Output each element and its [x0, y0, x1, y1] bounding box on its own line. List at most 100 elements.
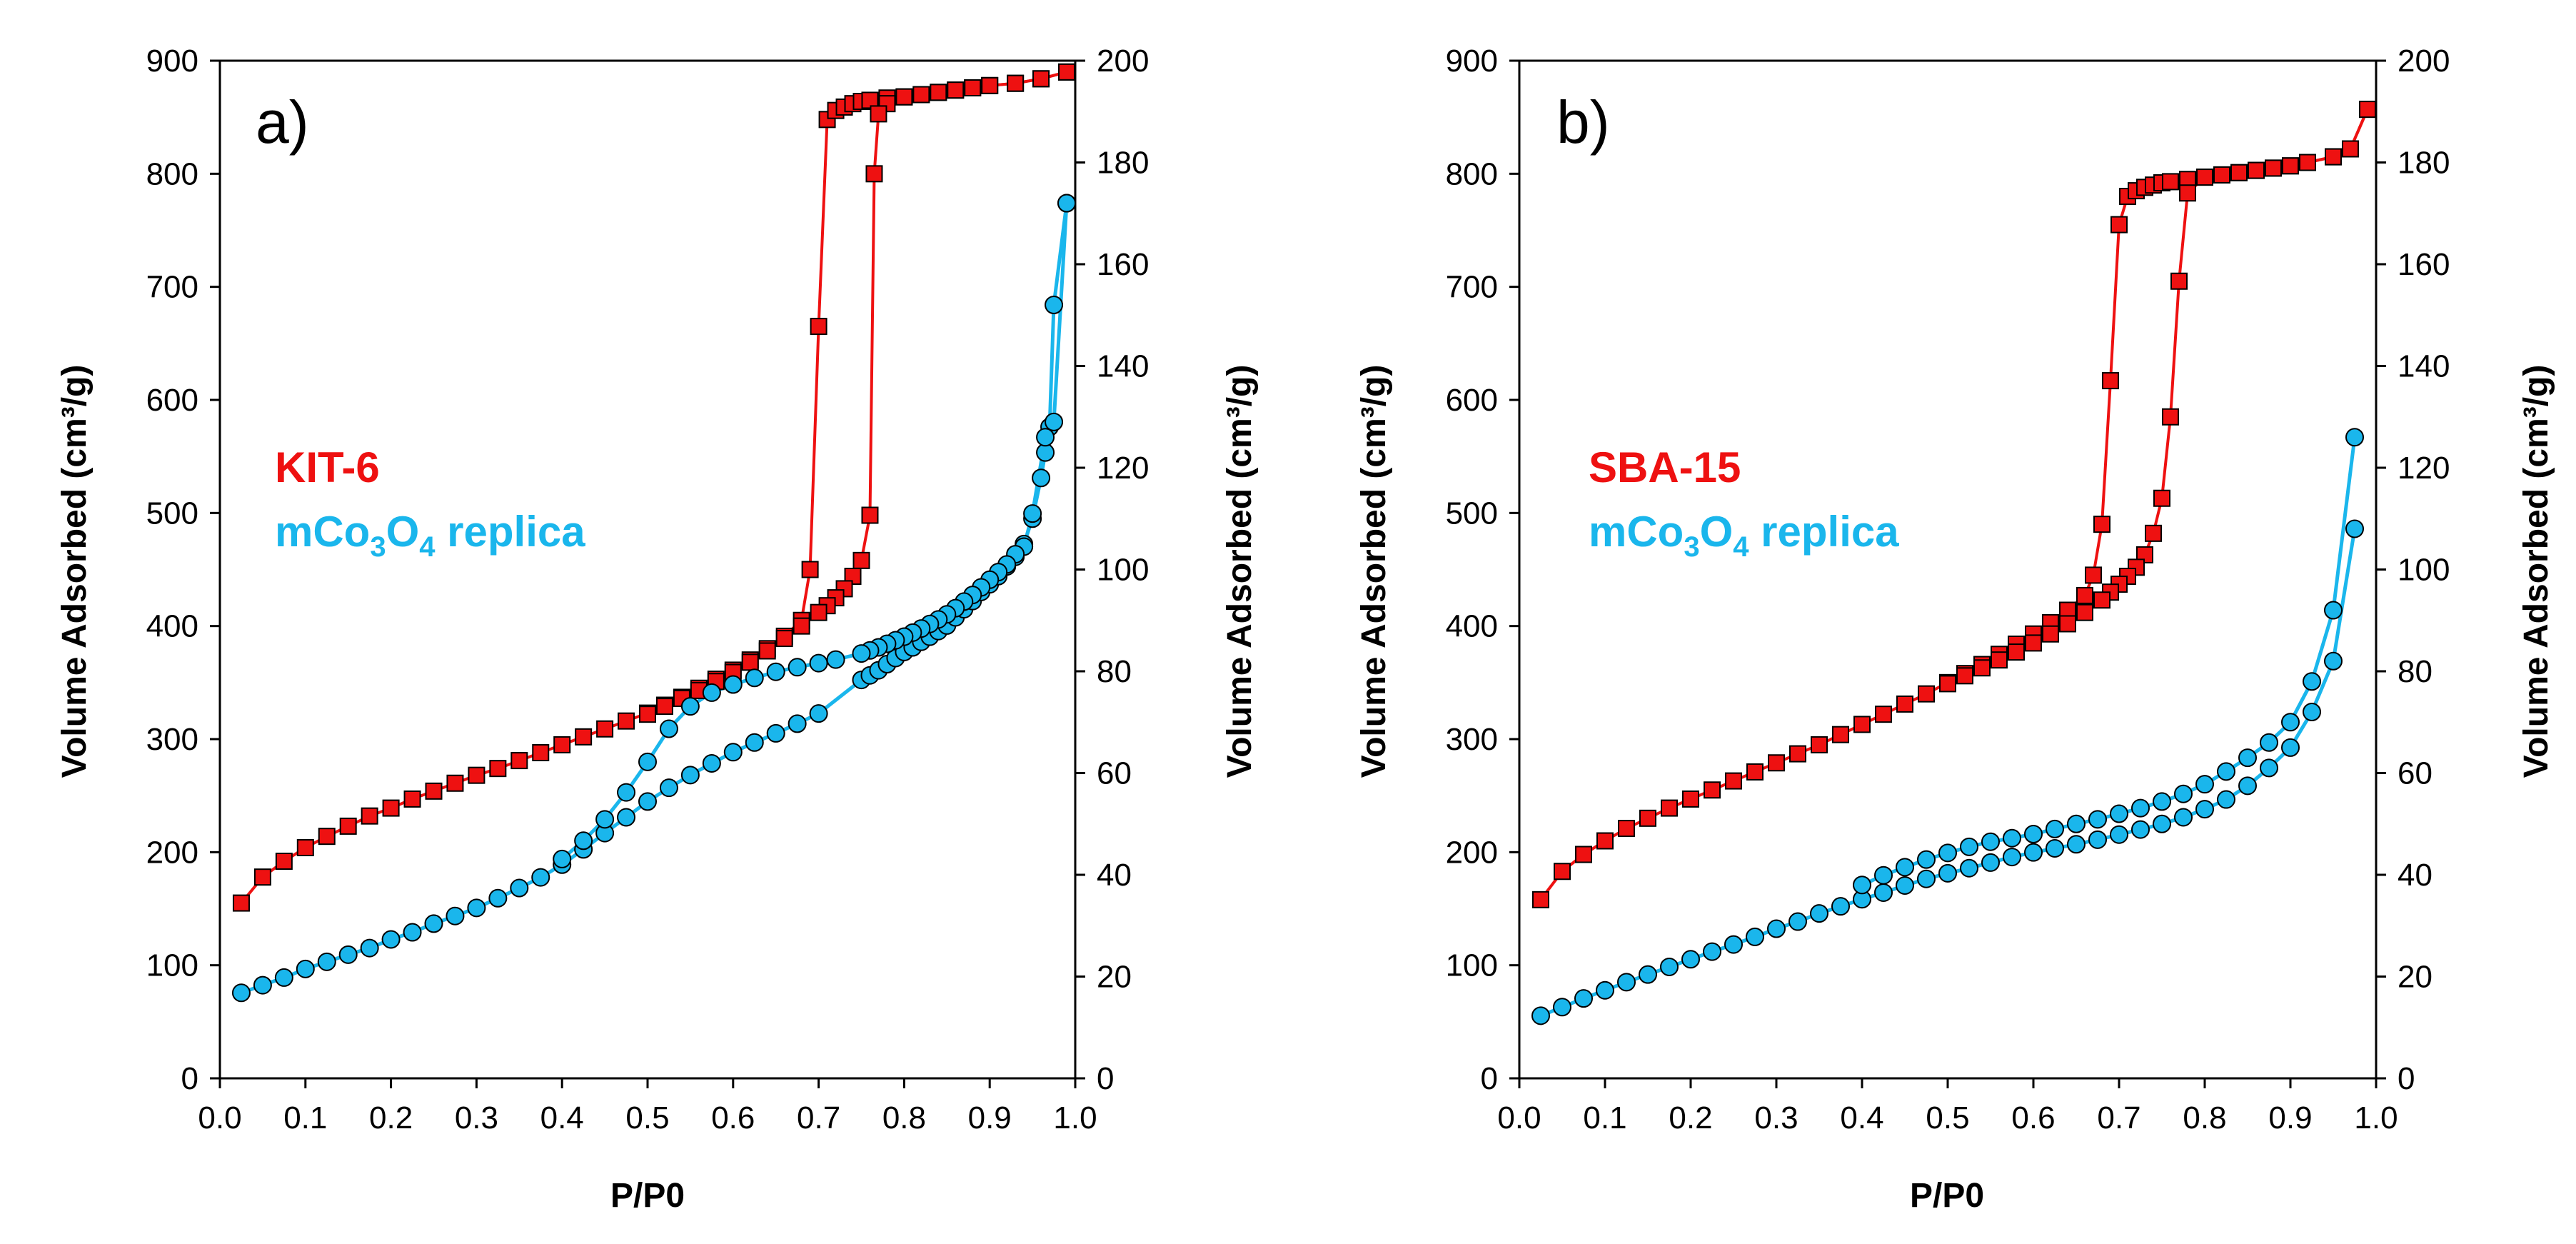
- data-point-circle: [2260, 733, 2278, 752]
- y-right-tick-label: 180: [2398, 146, 2450, 181]
- y-right-tick-label: 60: [2398, 756, 2432, 791]
- data-point-square: [2342, 140, 2359, 158]
- data-point-circle: [2324, 601, 2343, 620]
- x-tick-label: 0.6: [2011, 1100, 2055, 1135]
- data-point-square: [930, 84, 947, 101]
- y-right-tick-label: 80: [1097, 654, 1132, 689]
- y-right-tick-label: 60: [1097, 756, 1132, 791]
- data-point-square: [981, 76, 999, 94]
- data-point-square: [2359, 101, 2376, 119]
- x-tick-label: 1.0: [1053, 1100, 1097, 1135]
- data-point-circle: [659, 778, 678, 798]
- data-point-square: [895, 88, 913, 106]
- data-point-square: [1639, 809, 1656, 827]
- y-right-tick-label: 20: [2398, 960, 2432, 995]
- y-right-tick-label: 40: [2398, 858, 2432, 893]
- data-point-circle: [446, 906, 465, 926]
- data-point-circle: [1874, 866, 1893, 885]
- y-right-tick-label: 0: [2398, 1061, 2415, 1096]
- y-right-tick-label: 200: [1097, 44, 1149, 79]
- data-point-square: [2282, 157, 2299, 175]
- y-left-tick-label: 300: [1446, 722, 1498, 757]
- data-point-circle: [574, 831, 593, 851]
- y-left-tick-label: 100: [146, 948, 198, 983]
- data-point-circle: [788, 658, 807, 677]
- y-left-tick-label: 0: [181, 1061, 198, 1096]
- data-point-square: [1682, 790, 1699, 808]
- legend-entry-replica: mCo3O4 replica: [1589, 508, 1899, 563]
- x-tick-label: 0.4: [1840, 1100, 1883, 1135]
- data-point-circle: [638, 792, 657, 811]
- data-point-circle: [809, 653, 828, 673]
- y-right-tick-label: 140: [2398, 349, 2450, 384]
- x-tick-label: 0.9: [2268, 1100, 2312, 1135]
- data-point-circle: [2046, 838, 2064, 858]
- y-left-tick-label: 300: [146, 722, 198, 757]
- data-point-circle: [2260, 758, 2278, 778]
- panel-letter: b): [1556, 89, 1610, 156]
- data-point-circle: [1874, 883, 1893, 902]
- panel-letter: a): [256, 89, 309, 156]
- y-left-axis-title: Volume Adsorbed (cm³/g): [56, 365, 94, 778]
- data-point-circle: [617, 783, 636, 802]
- y-right-axis-title: Volume Adsorbed (cm³/g): [2517, 365, 2555, 778]
- data-point-square: [1058, 63, 1076, 81]
- y-left-tick-label: 200: [1446, 835, 1498, 870]
- data-point-circle: [403, 923, 422, 942]
- data-point-circle: [1917, 850, 1936, 869]
- legend-entry-replica: mCo3O4 replica: [275, 508, 585, 563]
- data-point-circle: [2003, 828, 2021, 848]
- data-point-square: [1618, 820, 1635, 838]
- data-point-square: [618, 712, 635, 730]
- data-point-circle: [1531, 1006, 1550, 1025]
- data-point-circle: [2024, 825, 2043, 843]
- data-point-square: [318, 828, 336, 846]
- panel-b: 0.0 0.1 0.2 0.3 0.4 0.5 0.6 0.7 0.8 0.9 1.00100200…: [1355, 44, 2555, 1215]
- y-right-tick-label: 0: [1097, 1061, 1114, 1096]
- data-point-square: [810, 318, 827, 336]
- data-point-circle: [2046, 819, 2064, 838]
- data-point-circle: [1574, 989, 1593, 1008]
- data-point-circle: [296, 959, 315, 978]
- y-left-tick-label: 200: [146, 835, 198, 870]
- data-point-circle: [745, 668, 764, 688]
- data-point-circle: [1896, 858, 1914, 877]
- data-point-square: [775, 630, 793, 648]
- data-point-circle: [1960, 858, 1978, 878]
- data-point-square: [2325, 148, 2342, 166]
- data-point-square: [1918, 685, 1935, 703]
- data-point-square: [1704, 781, 1721, 799]
- data-point-circle: [766, 723, 785, 743]
- data-point-square: [1853, 716, 1871, 733]
- data-point-circle: [2153, 814, 2171, 833]
- data-point-circle: [1746, 927, 1764, 946]
- data-point-square: [2102, 372, 2119, 390]
- data-point-square: [1661, 799, 1678, 817]
- data-point-circle: [2003, 848, 2021, 867]
- legend-subscript: 4: [1733, 531, 1749, 563]
- data-point-circle: [2345, 428, 2364, 447]
- data-point-square: [2042, 625, 2059, 643]
- data-point-circle: [2088, 810, 2107, 829]
- y-right-tick-label: 40: [1097, 858, 1132, 893]
- legend-entry-template: KIT-6: [275, 443, 380, 491]
- data-point-circle: [2281, 738, 2300, 757]
- legend-text-part: O: [386, 508, 420, 556]
- data-point-circle: [723, 675, 743, 694]
- data-point-square: [2265, 159, 2282, 177]
- y-left-tick-label: 500: [1446, 496, 1498, 531]
- x-tick-label: 0.8: [2183, 1100, 2226, 1135]
- data-point-circle: [1767, 919, 1786, 938]
- data-point-square: [1575, 846, 1592, 863]
- data-point-circle: [253, 975, 272, 995]
- data-point-square: [801, 561, 819, 578]
- data-point-circle: [1045, 296, 1064, 314]
- legend-subscript: 4: [419, 531, 436, 563]
- data-point-circle: [2238, 748, 2257, 768]
- x-tick-label: 0.5: [1926, 1100, 1969, 1135]
- data-point-square: [2162, 408, 2179, 426]
- data-point-circle: [1917, 869, 1936, 888]
- y-right-tick-label: 20: [1097, 960, 1132, 995]
- data-point-square: [1875, 706, 1892, 723]
